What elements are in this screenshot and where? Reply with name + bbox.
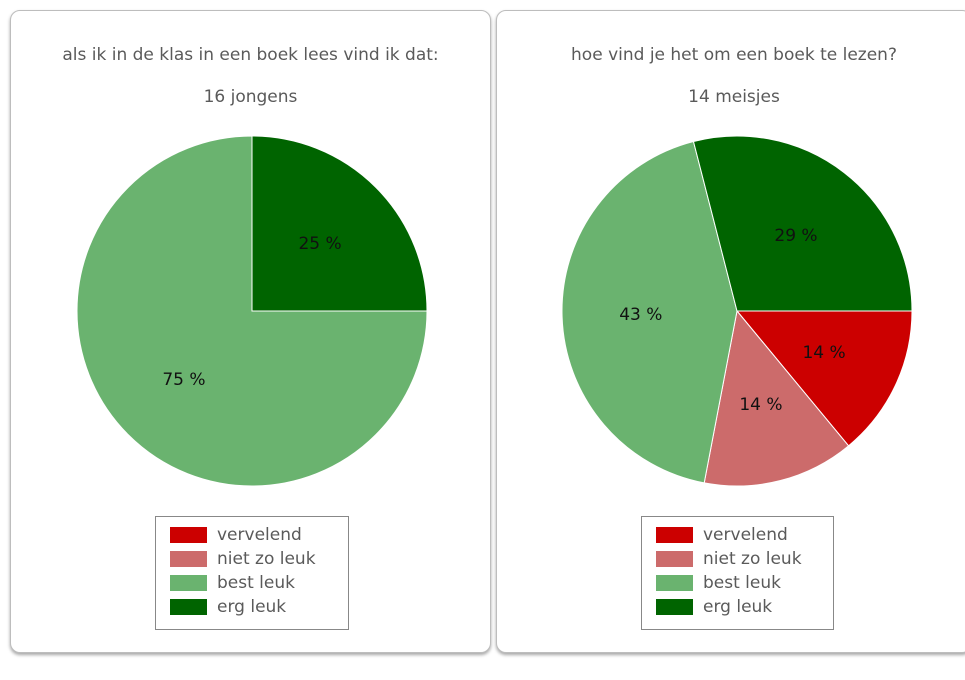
slice-label: 14 % bbox=[739, 395, 782, 415]
legend-swatch bbox=[170, 599, 207, 615]
chart-panel-boys: als ik in de klas in een boek lees vind … bbox=[10, 10, 491, 653]
legend-label: best leuk bbox=[217, 573, 295, 593]
pie-slice-erg-leuk bbox=[251, 135, 428, 312]
slice-label: 14 % bbox=[802, 343, 845, 363]
legend-item-vervelend: vervelend bbox=[170, 523, 338, 547]
legend-item-best-leuk: best leuk bbox=[170, 571, 338, 595]
legend-item-vervelend: vervelend bbox=[656, 523, 823, 547]
legend-item-erg-leuk: erg leuk bbox=[656, 595, 823, 619]
legend: vervelend niet zo leuk best leuk erg leu… bbox=[641, 516, 834, 630]
legend: vervelend niet zo leuk best leuk erg leu… bbox=[155, 516, 349, 630]
legend-item-niet-zo-leuk: niet zo leuk bbox=[656, 547, 823, 571]
pie-chart: 14 % 14 % 43 % 29 % bbox=[561, 135, 913, 487]
legend-swatch bbox=[656, 575, 693, 591]
legend-item-niet-zo-leuk: niet zo leuk bbox=[170, 547, 338, 571]
legend-label: erg leuk bbox=[703, 597, 773, 617]
pie-slice-erg-leuk bbox=[692, 135, 913, 312]
slice-label: 75 % bbox=[162, 370, 205, 390]
legend-swatch bbox=[170, 527, 207, 543]
legend-label: vervelend bbox=[217, 525, 302, 545]
slice-label: 25 % bbox=[298, 234, 341, 254]
legend-swatch bbox=[170, 575, 207, 591]
legend-swatch bbox=[656, 599, 693, 615]
pie-slice-niet-zo-leuk bbox=[703, 309, 850, 487]
chart-panel-girls: hoe vind je het om een boek te lezen? 14… bbox=[496, 10, 965, 653]
legend-swatch bbox=[170, 551, 207, 567]
legend-label: vervelend bbox=[703, 525, 788, 545]
legend-label: niet zo leuk bbox=[703, 549, 802, 569]
pie-chart: 75 % 25 % bbox=[76, 135, 428, 487]
legend-item-erg-leuk: erg leuk bbox=[170, 595, 338, 619]
pie-slice-vervelend bbox=[735, 310, 913, 447]
legend-swatch bbox=[656, 527, 693, 543]
legend-label: erg leuk bbox=[217, 597, 287, 617]
chart-subtitle: 14 meisjes bbox=[688, 87, 780, 107]
slice-label: 43 % bbox=[619, 305, 662, 325]
legend-item-best-leuk: best leuk bbox=[656, 571, 823, 595]
legend-swatch bbox=[656, 551, 693, 567]
slice-label: 29 % bbox=[774, 226, 817, 246]
chart-title: hoe vind je het om een boek te lezen? bbox=[571, 45, 897, 65]
legend-label: niet zo leuk bbox=[217, 549, 316, 569]
chart-subtitle: 16 jongens bbox=[203, 87, 298, 107]
chart-title: als ik in de klas in een boek lees vind … bbox=[62, 45, 439, 65]
pie-slice-best-leuk bbox=[561, 140, 738, 484]
legend-label: best leuk bbox=[703, 573, 781, 593]
